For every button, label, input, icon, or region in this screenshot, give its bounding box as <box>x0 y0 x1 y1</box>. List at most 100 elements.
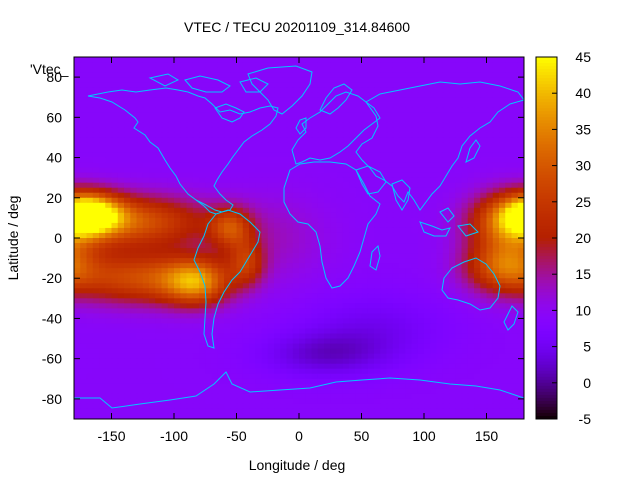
heatmap-cell <box>424 243 431 249</box>
heatmap-cell <box>261 112 269 118</box>
heatmap-cell <box>224 212 231 219</box>
heatmap-cell <box>142 172 150 179</box>
heatmap-cell <box>155 288 163 294</box>
heatmap-cell <box>155 197 163 204</box>
heatmap-cell <box>261 82 269 88</box>
heatmap-cell <box>261 268 269 274</box>
heatmap-cell <box>399 192 406 199</box>
heatmap-cell <box>280 398 288 405</box>
heatmap-cell <box>155 87 163 93</box>
heatmap-cell <box>174 112 181 118</box>
heatmap-cell <box>399 97 406 103</box>
heatmap-cell <box>280 253 288 259</box>
heatmap-cell <box>174 383 181 390</box>
heatmap-cell <box>380 353 388 360</box>
heatmap-cell <box>405 87 413 93</box>
heatmap-cell <box>80 72 88 78</box>
heatmap-cell <box>330 388 338 395</box>
heatmap-cell <box>386 388 394 395</box>
heatmap-cell <box>342 77 350 83</box>
heatmap-cell <box>449 172 456 179</box>
heatmap-cell <box>74 157 81 164</box>
heatmap-cell <box>111 403 119 410</box>
heatmap-cell <box>99 268 106 274</box>
heatmap-cell <box>236 353 244 360</box>
heatmap-cell <box>92 333 100 340</box>
heatmap-cell <box>292 147 300 154</box>
heatmap-cell <box>349 278 356 284</box>
heatmap-cell <box>499 72 506 78</box>
heatmap-cell <box>486 303 494 309</box>
heatmap-cell <box>286 147 294 154</box>
heatmap-cell <box>424 227 431 234</box>
heatmap-cell <box>424 358 431 365</box>
heatmap-cell <box>205 172 213 179</box>
heatmap-cell <box>86 293 94 299</box>
heatmap-cell <box>336 127 344 134</box>
heatmap-cell <box>430 57 438 63</box>
heatmap-cell <box>455 358 463 365</box>
heatmap-cell <box>324 87 331 93</box>
heatmap-cell <box>124 57 131 63</box>
heatmap-cell <box>424 77 431 83</box>
heatmap-cell <box>492 147 500 154</box>
heatmap-cell <box>480 338 488 345</box>
heatmap-cell <box>486 368 494 375</box>
heatmap-cell <box>161 338 169 345</box>
heatmap-cell <box>186 227 194 234</box>
heatmap-cell <box>124 348 131 355</box>
heatmap-cell <box>199 147 206 154</box>
heatmap-cell <box>449 323 456 330</box>
heatmap-cell <box>280 67 288 73</box>
heatmap-cell <box>317 343 325 350</box>
heatmap-cell <box>305 217 313 224</box>
heatmap-cell <box>86 87 94 93</box>
heatmap-cell <box>342 202 350 209</box>
heatmap-cell <box>430 328 438 335</box>
heatmap-cell <box>317 263 325 269</box>
heatmap-cell <box>274 373 281 380</box>
heatmap-cell <box>411 258 419 264</box>
heatmap-cell <box>399 283 406 289</box>
heatmap-cell <box>261 187 269 194</box>
heatmap-cell <box>311 358 319 365</box>
heatmap-cell <box>480 197 488 204</box>
heatmap-cell <box>461 67 469 73</box>
heatmap-cell <box>505 57 513 63</box>
heatmap-cell <box>155 117 163 123</box>
heatmap-cell <box>105 353 113 360</box>
heatmap-cell <box>105 177 113 184</box>
heatmap-cell <box>349 378 356 385</box>
heatmap-cell <box>492 273 500 279</box>
heatmap-cell <box>205 222 213 229</box>
heatmap-cell <box>286 348 294 355</box>
heatmap-cell <box>299 248 306 254</box>
heatmap-cell <box>411 363 419 370</box>
heatmap-cell <box>355 293 363 299</box>
heatmap-cell <box>199 162 206 169</box>
heatmap-cell <box>230 157 238 164</box>
heatmap-cell <box>299 378 306 385</box>
heatmap-cell <box>324 57 331 63</box>
heatmap-cell <box>105 107 113 113</box>
heatmap-cell <box>417 258 425 264</box>
heatmap-cell <box>242 393 250 400</box>
heatmap-cell <box>105 147 113 154</box>
heatmap-cell <box>317 393 325 400</box>
heatmap-cell <box>155 227 163 234</box>
heatmap-cell <box>399 318 406 325</box>
heatmap-cell <box>236 378 244 385</box>
heatmap-cell <box>511 107 519 113</box>
heatmap-cell <box>111 202 119 209</box>
heatmap-cell <box>224 152 231 159</box>
heatmap-cell <box>74 343 81 350</box>
heatmap-cell <box>167 323 175 330</box>
heatmap-cell <box>499 388 506 395</box>
heatmap-cell <box>442 207 450 214</box>
heatmap-cell <box>342 258 350 264</box>
heatmap-cell <box>205 278 213 284</box>
heatmap-cell <box>517 157 524 164</box>
heatmap-cell <box>192 273 200 279</box>
heatmap-cell <box>474 172 481 179</box>
heatmap-cell <box>86 187 94 194</box>
